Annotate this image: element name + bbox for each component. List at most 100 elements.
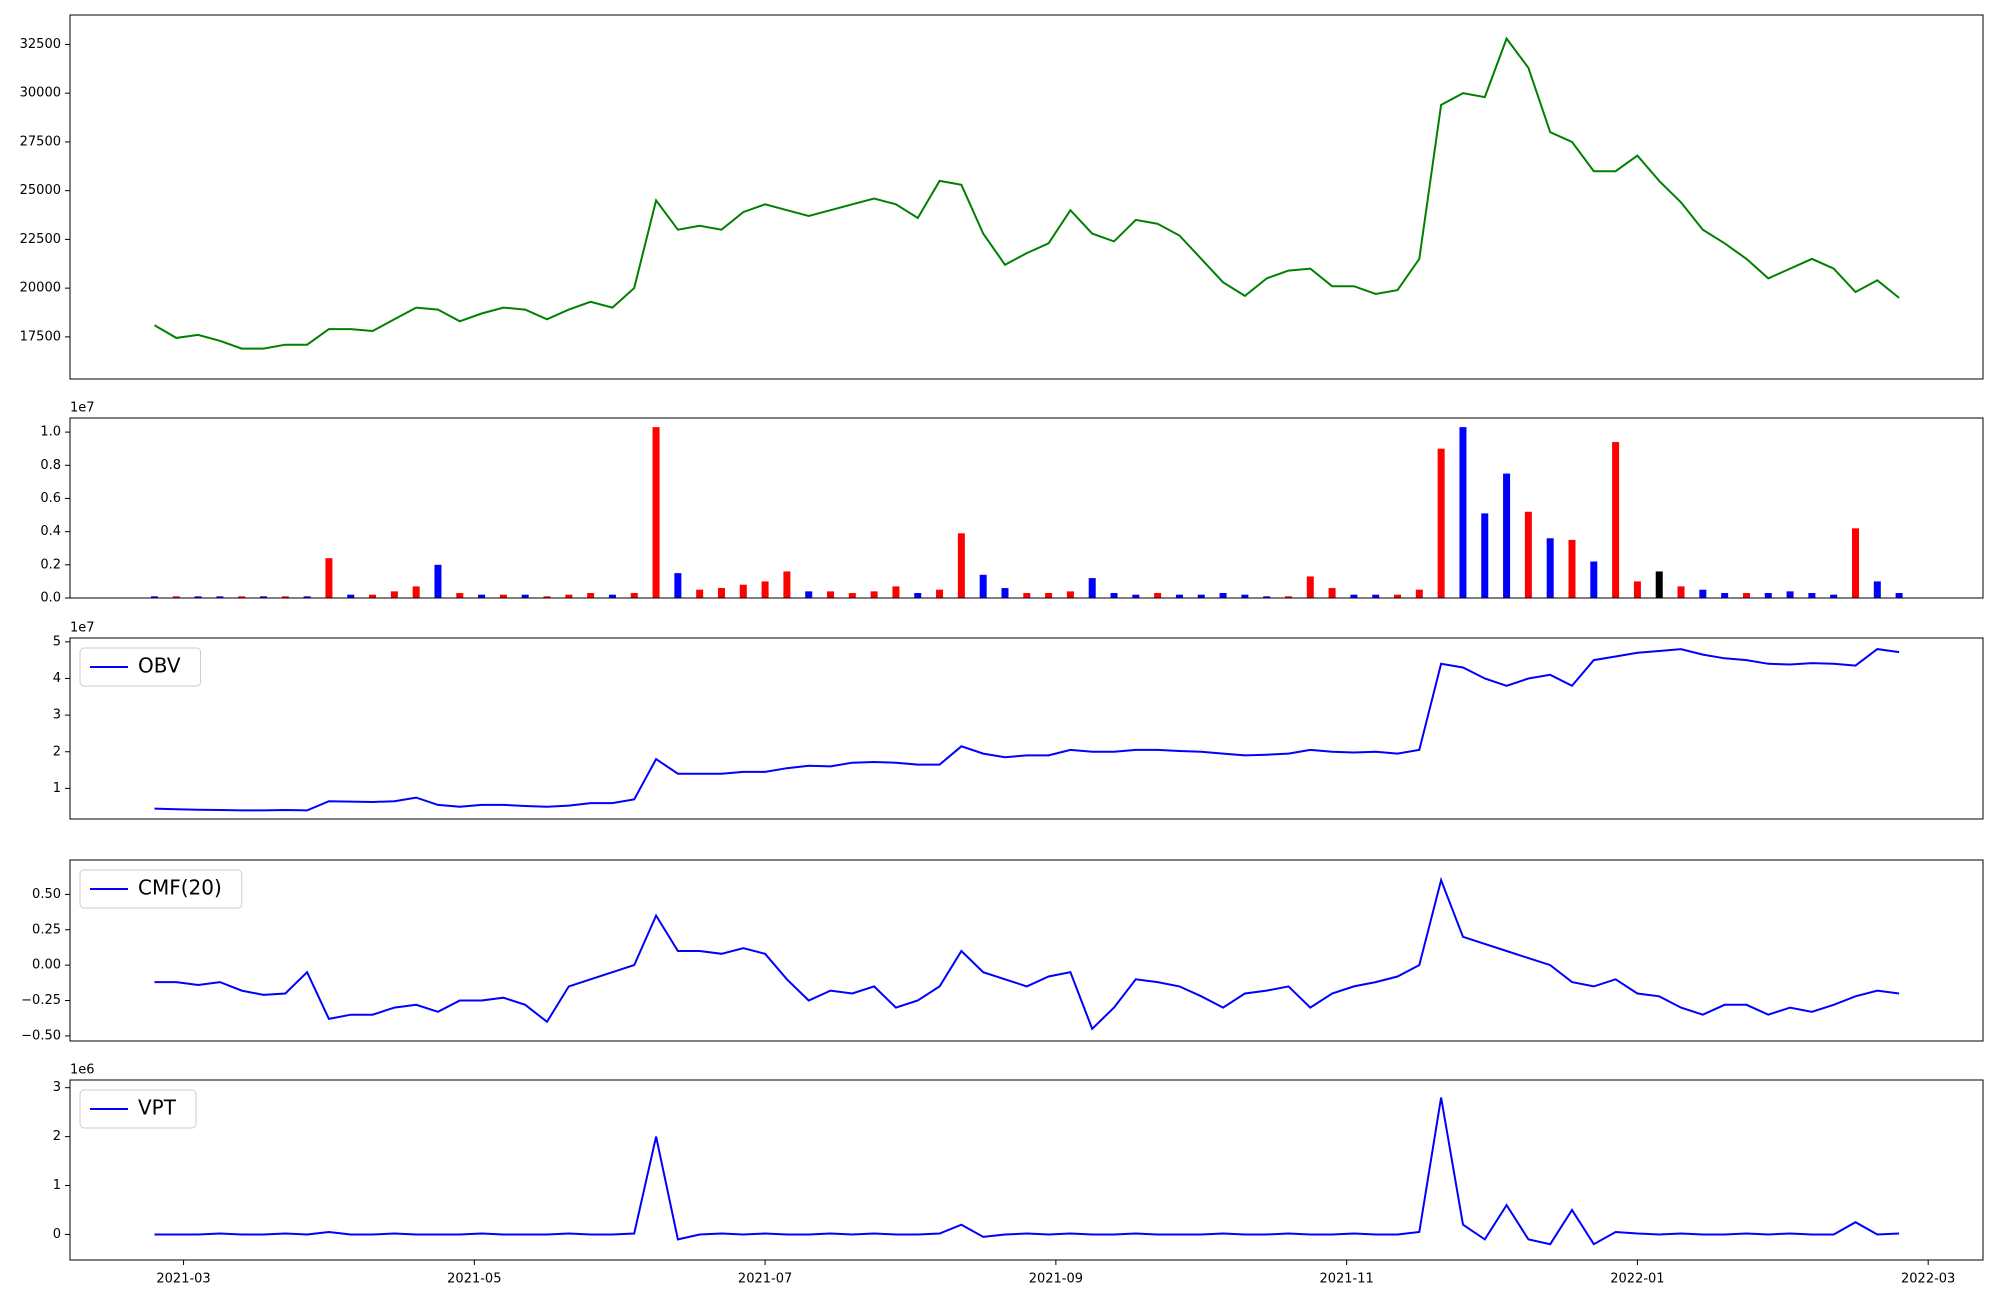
- bar: [1306, 576, 1314, 598]
- bar: [499, 594, 507, 598]
- y-tick-label: 0.25: [32, 922, 61, 937]
- x-tick-label: 2021-05: [447, 1272, 501, 1287]
- y-tick-label: 30000: [20, 86, 61, 101]
- y-tick-label: 25000: [20, 183, 61, 198]
- y-tick-label: 5: [53, 634, 61, 649]
- bar: [1895, 593, 1903, 598]
- bar: [608, 594, 616, 598]
- legend-box: [79, 647, 202, 687]
- y-tick-label: 1.0: [40, 425, 61, 440]
- bar: [630, 593, 638, 598]
- bar: [1503, 473, 1511, 598]
- bar: [1568, 539, 1576, 598]
- bar: [521, 594, 529, 598]
- bar: [1066, 591, 1074, 598]
- legend-label: OBV: [138, 654, 181, 678]
- bar: [1154, 593, 1162, 598]
- y-tick-label: 2: [53, 744, 61, 759]
- bar: [1415, 589, 1423, 598]
- bar: [238, 596, 246, 598]
- line: [153, 36, 1900, 350]
- bar: [194, 596, 202, 598]
- line: [154, 876, 1900, 1031]
- bar: [216, 596, 224, 598]
- y-tick-label: 20000: [20, 281, 61, 296]
- y-tick-label: 0.0: [40, 591, 61, 606]
- line: [154, 648, 1900, 812]
- bar: [936, 589, 944, 598]
- bar: [1045, 593, 1053, 598]
- bar: [1001, 588, 1009, 598]
- bar: [1677, 586, 1685, 598]
- legend-label: VPT: [138, 1096, 177, 1120]
- bar: [739, 584, 747, 598]
- bar: [1132, 594, 1140, 598]
- bar: [1437, 448, 1445, 598]
- bar: [674, 573, 682, 598]
- bar: [1590, 561, 1598, 598]
- bar: [281, 596, 289, 598]
- bar: [1830, 594, 1838, 598]
- axes-frame: [69, 1079, 1984, 1261]
- bar: [456, 593, 464, 598]
- y-tick-label: 0.6: [40, 491, 61, 506]
- bar: [1764, 593, 1772, 598]
- bar: [150, 596, 158, 598]
- x-tick-label: 2022-01: [1610, 1272, 1664, 1287]
- bar: [1721, 593, 1729, 598]
- axes-frame: [69, 14, 1984, 380]
- axes-frame: [69, 637, 1984, 820]
- y-tick-label: 27500: [20, 134, 61, 149]
- bar: [1241, 594, 1249, 598]
- y-tick-label: 32500: [20, 37, 61, 52]
- bar: [979, 574, 987, 598]
- bar: [1197, 594, 1205, 598]
- y-tick-label: 1: [53, 781, 61, 796]
- bar: [1655, 571, 1663, 598]
- line: [154, 1097, 1900, 1246]
- bar: [870, 591, 878, 598]
- bar: [717, 588, 725, 598]
- axis-offset-label: 1e7: [70, 621, 95, 636]
- bar: [1873, 581, 1881, 598]
- bar: [1263, 596, 1271, 598]
- bar: [1524, 511, 1532, 598]
- bar: [434, 564, 442, 598]
- y-tick-label: −0.25: [21, 993, 61, 1008]
- axes-frame: [69, 859, 1984, 1042]
- y-tick-label: 0: [53, 1227, 61, 1242]
- bar: [1372, 594, 1380, 598]
- y-tick-label: 0.4: [40, 524, 61, 539]
- bar: [1612, 442, 1620, 598]
- y-tick-label: 3: [53, 1080, 61, 1095]
- bar: [1546, 538, 1554, 598]
- bar: [1328, 588, 1336, 598]
- bar: [848, 593, 856, 598]
- legend-box: [79, 869, 243, 909]
- bar: [1633, 581, 1641, 598]
- axis-offset-label: 1e6: [70, 1063, 95, 1078]
- x-tick-label: 2021-07: [738, 1272, 792, 1287]
- bar: [696, 589, 704, 598]
- bar: [1481, 513, 1489, 598]
- bar: [543, 596, 551, 598]
- bar: [1742, 593, 1750, 598]
- legend-box: [79, 1089, 197, 1129]
- y-tick-label: 0.00: [32, 958, 61, 973]
- bar: [783, 571, 791, 598]
- bar: [805, 591, 813, 598]
- bar: [914, 593, 922, 598]
- y-tick-label: −0.50: [21, 1028, 61, 1043]
- y-tick-label: 0.8: [40, 458, 61, 473]
- x-tick-label: 2021-09: [1029, 1272, 1083, 1287]
- bar: [478, 594, 486, 598]
- bar: [1219, 593, 1227, 598]
- bar: [1350, 594, 1358, 598]
- x-tick-label: 2022-03: [1901, 1272, 1955, 1287]
- bar: [565, 594, 573, 598]
- bar: [1808, 593, 1816, 598]
- bar: [325, 558, 333, 598]
- bar: [1023, 593, 1031, 598]
